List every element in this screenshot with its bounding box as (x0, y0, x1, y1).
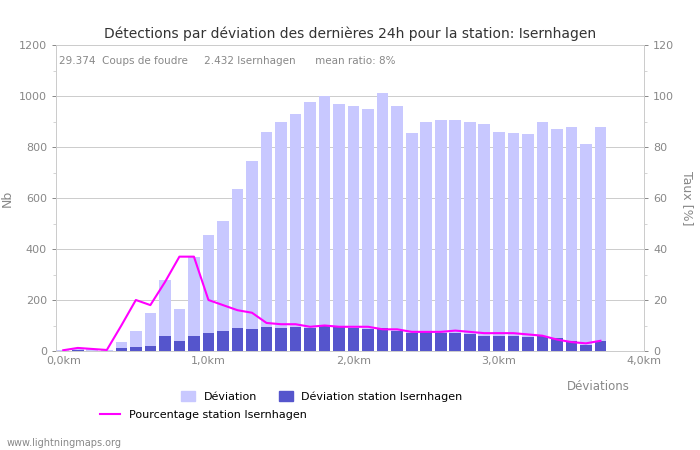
Bar (116, 348, 127, 351)
Bar (246, 329, 258, 351)
Bar (290, 114, 302, 351)
Bar (522, 337, 533, 351)
Bar (202, 235, 214, 351)
Bar (232, 189, 244, 351)
Bar (116, 342, 127, 351)
Bar (159, 336, 171, 351)
Bar (318, 325, 330, 351)
Bar (333, 104, 345, 351)
Bar (566, 126, 578, 351)
Bar (421, 122, 432, 351)
Bar (145, 313, 156, 351)
Bar (435, 333, 447, 351)
Bar (537, 122, 548, 351)
Bar (594, 341, 606, 351)
Bar (464, 122, 475, 351)
Bar (377, 94, 389, 351)
Bar (217, 331, 229, 351)
Bar (130, 331, 141, 351)
Bar (421, 332, 432, 351)
Text: Déviations: Déviations (567, 380, 630, 393)
Bar (391, 331, 403, 351)
Legend: Pourcentage station Isernhagen: Pourcentage station Isernhagen (95, 405, 311, 424)
Bar (363, 329, 374, 351)
Bar (275, 328, 287, 351)
Bar (594, 126, 606, 351)
Bar (202, 333, 214, 351)
Bar (522, 134, 533, 351)
Bar (304, 103, 316, 351)
Bar (391, 106, 403, 351)
Bar (479, 124, 490, 351)
Bar (551, 129, 563, 351)
Bar (493, 336, 505, 351)
Bar (304, 328, 316, 351)
Text: 29.374  Coups de foudre     2.432 Isernhagen      mean ratio: 8%: 29.374 Coups de foudre 2.432 Isernhagen … (59, 56, 395, 66)
Y-axis label: Taux [%]: Taux [%] (680, 171, 694, 225)
Bar (87, 349, 98, 351)
Bar (217, 221, 229, 351)
Bar (260, 327, 272, 351)
Bar (188, 256, 199, 351)
Bar (275, 122, 287, 351)
Bar (435, 120, 447, 351)
Bar (333, 327, 345, 351)
Bar (232, 328, 244, 351)
Bar (449, 333, 461, 351)
Bar (72, 348, 83, 351)
Y-axis label: Nb: Nb (0, 189, 13, 207)
Bar (449, 120, 461, 351)
Bar (348, 328, 359, 351)
Bar (551, 338, 563, 351)
Bar (174, 309, 186, 351)
Legend: Déviation, Déviation station Isernhagen: Déviation, Déviation station Isernhagen (181, 391, 463, 402)
Bar (377, 328, 389, 351)
Bar (537, 336, 548, 351)
Bar (260, 132, 272, 351)
Bar (174, 341, 186, 351)
Bar (159, 279, 171, 351)
Text: www.lightningmaps.org: www.lightningmaps.org (7, 438, 122, 448)
Bar (130, 347, 141, 351)
Bar (464, 334, 475, 351)
Bar (406, 333, 417, 351)
Bar (406, 133, 417, 351)
Bar (290, 327, 302, 351)
Bar (188, 336, 199, 351)
Bar (580, 144, 592, 351)
Bar (363, 109, 374, 351)
Bar (145, 346, 156, 351)
Bar (508, 336, 519, 351)
Bar (580, 345, 592, 351)
Bar (57, 350, 69, 351)
Bar (318, 96, 330, 351)
Bar (348, 106, 359, 351)
Bar (479, 336, 490, 351)
Bar (508, 133, 519, 351)
Bar (566, 341, 578, 351)
Bar (246, 161, 258, 351)
Bar (493, 132, 505, 351)
Title: Détections par déviation des dernières 24h pour la station: Isernhagen: Détections par déviation des dernières 2… (104, 27, 596, 41)
